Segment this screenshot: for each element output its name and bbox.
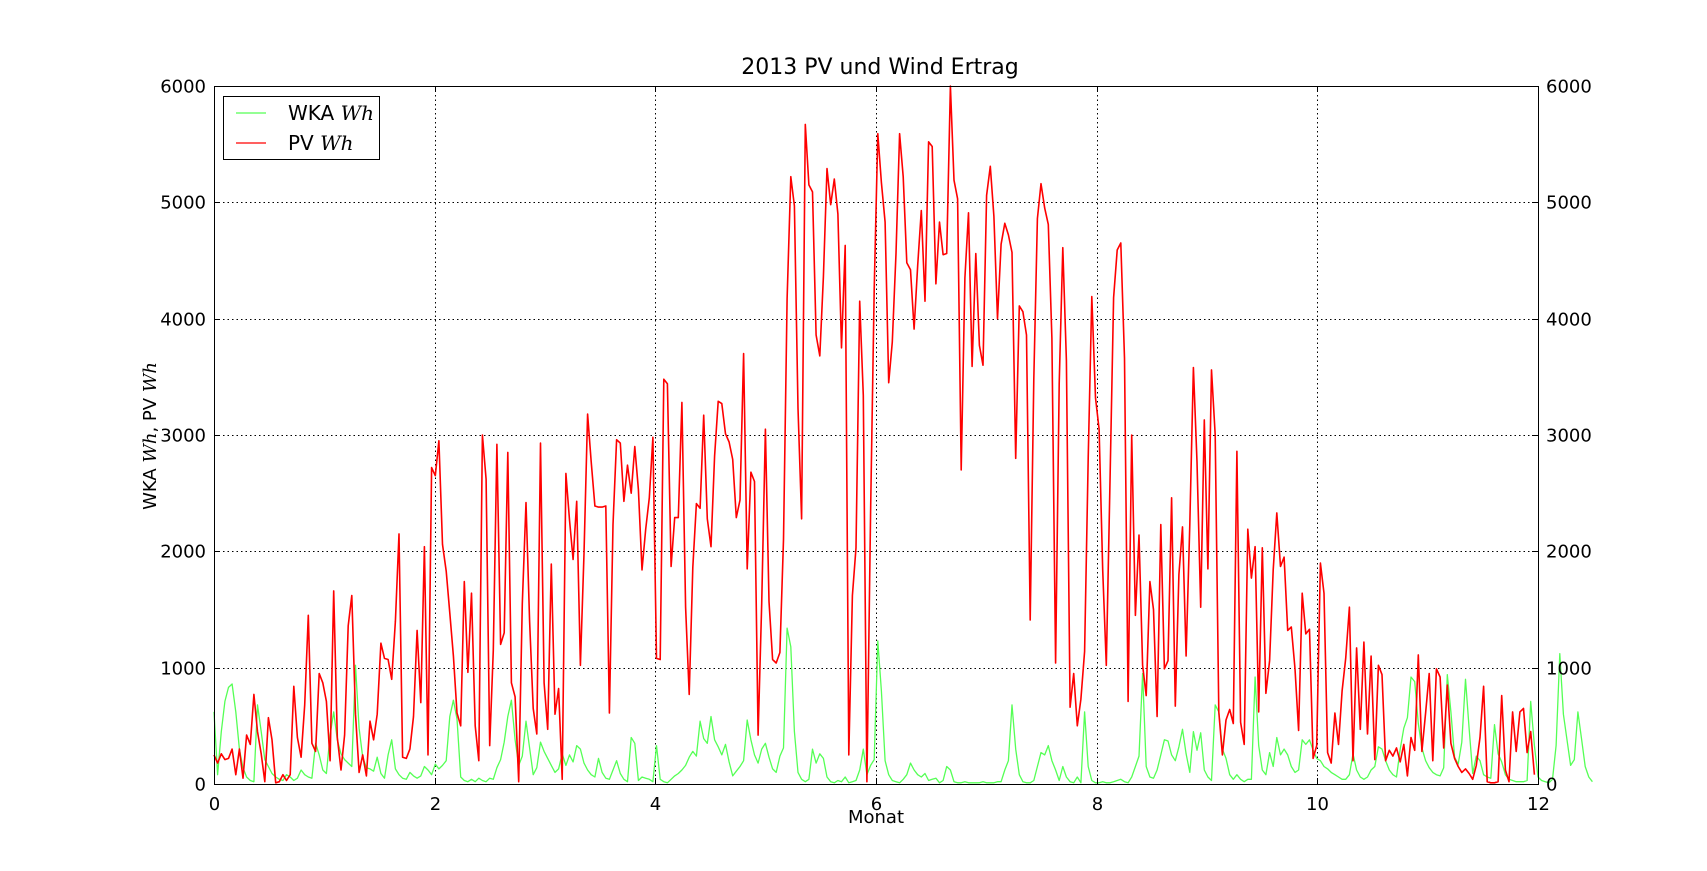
- series-lines: [213, 85, 1593, 784]
- x-tick-label: 0: [209, 794, 220, 815]
- x-tick-label: 10: [1306, 794, 1329, 815]
- x-tick-label: 2: [430, 794, 441, 815]
- y-tick-label: 1000: [160, 659, 206, 680]
- legend: WKA Wh PV Wh: [223, 96, 380, 160]
- x-tick-label: 8: [1092, 794, 1103, 815]
- series-line-pv: [213, 85, 1536, 784]
- y-tick-label-right: 1000: [1546, 659, 1592, 680]
- y-axis-label-part: WKA: [140, 463, 161, 510]
- y-axis-label: WKA Wh, PV Wh: [140, 362, 161, 510]
- x-tick-label: 6: [871, 794, 882, 815]
- y-tick-label-right: 2000: [1546, 542, 1592, 563]
- legend-label-pv: PV Wh: [288, 131, 354, 155]
- y-axis-label-part: , PV: [140, 392, 161, 432]
- x-tick-label: 4: [650, 794, 661, 815]
- y-tick-label: 3000: [160, 426, 206, 447]
- chart-title: 2013 PV und Wind Ertrag: [741, 55, 1018, 80]
- y-axis-label-math: Wh: [140, 433, 161, 463]
- legend-box: [223, 96, 380, 160]
- y-tick-label: 6000: [160, 77, 206, 98]
- legend-label-pv-text: PV: [288, 131, 320, 155]
- y-tick-label: 4000: [160, 310, 206, 331]
- y-tick-label-right: 6000: [1546, 77, 1592, 98]
- y-tick-label-right: 3000: [1546, 426, 1592, 447]
- series-line-wka: [213, 627, 1593, 784]
- y-tick-label-right: 5000: [1546, 193, 1592, 214]
- legend-label-pv-math: Wh: [320, 131, 353, 155]
- y-tick-label: 0: [195, 775, 206, 796]
- legend-label-wka: WKA Wh: [288, 101, 374, 125]
- legend-label-wka-text: WKA: [288, 101, 341, 125]
- y-tick-label-right: 4000: [1546, 310, 1592, 331]
- y-tick-label-right: 0: [1546, 775, 1557, 796]
- x-axis-label: Monat: [848, 807, 904, 828]
- axis-ticks: 0 2 4 6 8 10 120100020003000400050006000010002…: [160, 77, 1592, 816]
- x-tick-label: 12: [1527, 794, 1550, 815]
- y-tick-label: 2000: [160, 542, 206, 563]
- y-tick-label: 5000: [160, 193, 206, 214]
- legend-label-wka-math: Wh: [341, 101, 374, 125]
- y-axis-label-math: Wh: [140, 362, 161, 392]
